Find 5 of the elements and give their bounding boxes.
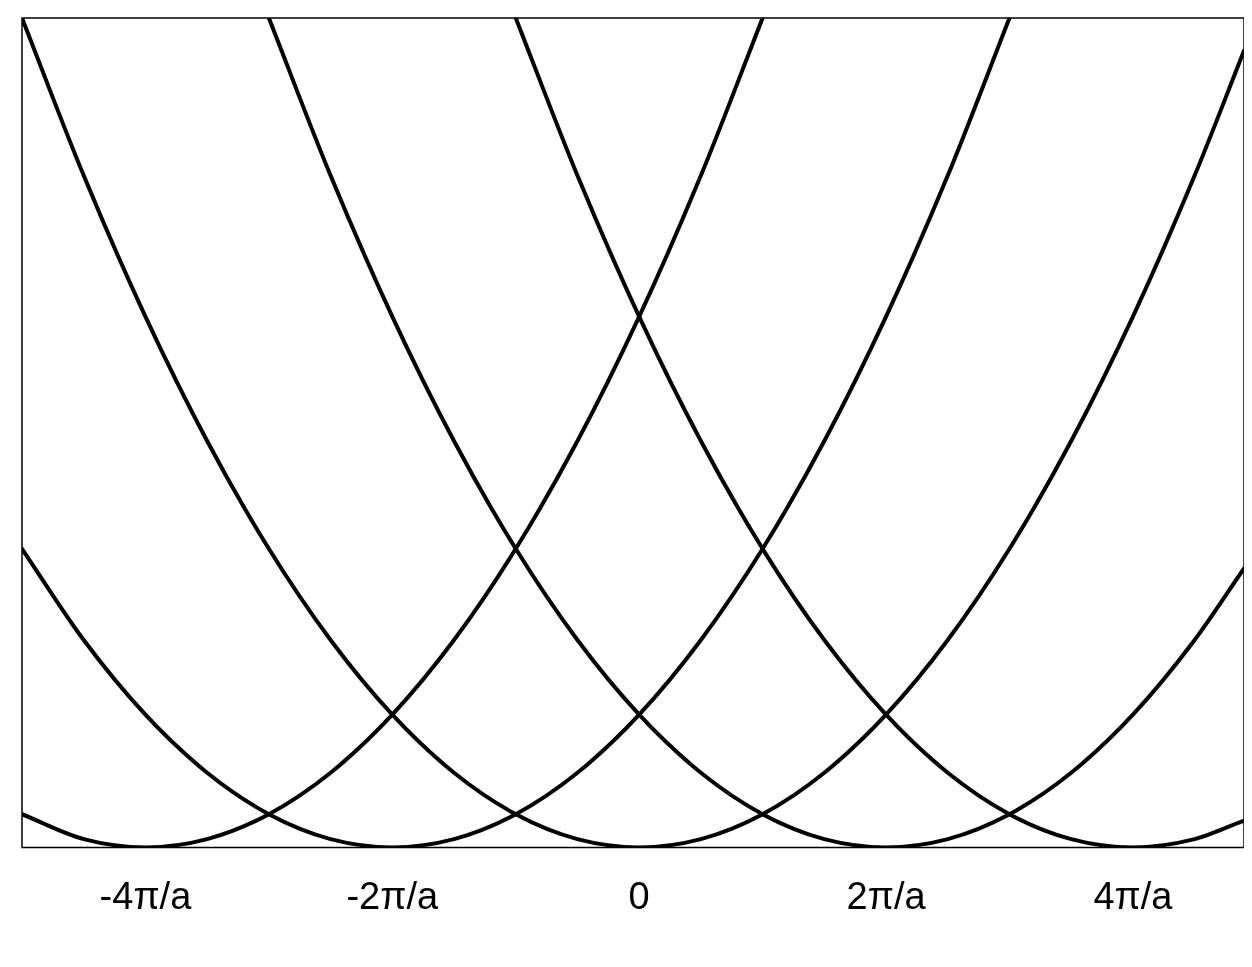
x-tick-label: 2π/a [846,874,927,917]
x-tick-label: -4π/a [99,874,193,917]
x-tick-label: 4π/a [1093,874,1174,917]
x-tick-label: -2π/a [346,874,440,917]
x-tick-label: 0 [628,874,650,917]
